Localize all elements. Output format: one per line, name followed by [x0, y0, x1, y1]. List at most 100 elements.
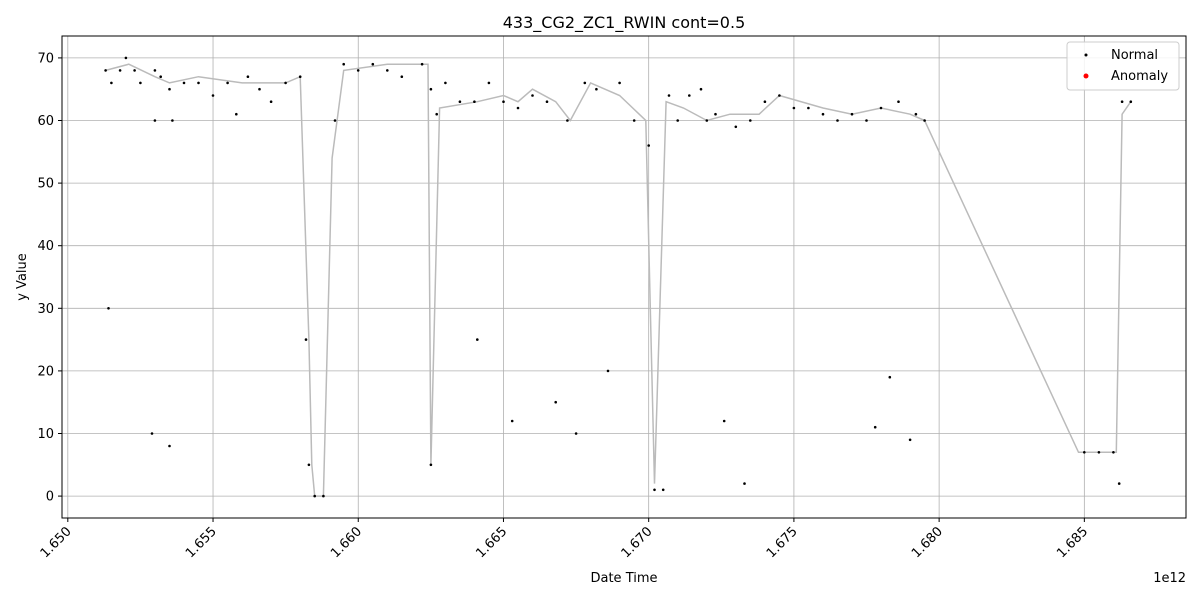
data-point: [313, 494, 317, 498]
data-point: [182, 81, 186, 85]
data-point: [444, 81, 447, 85]
scatter-point-layer: [104, 56, 1133, 498]
data-point: [435, 112, 439, 116]
data-point: [322, 494, 325, 498]
y-tick-label: 10: [37, 427, 54, 442]
data-point: [699, 87, 703, 91]
data-point: [371, 62, 375, 66]
data-point: [531, 94, 534, 97]
data-point: [226, 81, 229, 85]
data-point: [914, 112, 918, 116]
data-point: [705, 119, 709, 122]
data-point: [1097, 451, 1101, 454]
data-point: [104, 69, 107, 72]
legend: Normal Anomaly: [1066, 41, 1180, 91]
y-tick-label: 60: [37, 114, 54, 129]
data-point: [1117, 482, 1121, 485]
data-point: [595, 87, 598, 91]
x-axis-label: Date Time: [590, 571, 657, 586]
y-tick-label: 0: [46, 490, 54, 505]
data-point: [333, 119, 337, 122]
data-point: [307, 463, 311, 467]
data-point: [778, 94, 781, 97]
data-point: [246, 75, 250, 78]
plot-frame: [61, 35, 1187, 519]
legend-label-normal: Normal: [1111, 48, 1158, 63]
data-point: [574, 432, 578, 435]
data-point: [150, 432, 154, 435]
y-tick-label: 30: [37, 302, 54, 317]
data-point: [606, 369, 610, 373]
data-point: [734, 125, 738, 129]
chart-title: 433_CG2_ZC1_RWIN cont=0.5: [503, 13, 746, 33]
data-point: [298, 75, 302, 78]
data-point: [342, 62, 346, 66]
data-point: [888, 375, 892, 379]
data-point: [133, 69, 136, 72]
data-point: [269, 100, 273, 103]
data-point: [420, 62, 424, 66]
data-point: [714, 112, 717, 116]
y-axis-label: y Value: [15, 253, 30, 301]
data-point: [168, 444, 171, 448]
data-point: [743, 482, 746, 485]
data-point: [153, 69, 157, 72]
data-point: [211, 94, 215, 97]
data-point: [821, 112, 825, 116]
data-point: [1112, 451, 1115, 454]
data-point: [908, 438, 912, 442]
data-point: [873, 425, 877, 429]
y-axis-ticks: 0 10 20 30 40 50 60 70: [37, 51, 62, 505]
data-point: [554, 400, 557, 404]
data-point: [502, 100, 505, 103]
data-point: [139, 81, 142, 85]
data-point: [510, 419, 514, 423]
data-point: [516, 106, 520, 110]
data-point: [284, 81, 287, 85]
data-point: [487, 81, 491, 85]
legend-marker-normal: [1084, 53, 1088, 57]
data-point: [676, 119, 679, 122]
data-point: [749, 119, 752, 122]
data-point: [850, 112, 854, 116]
data-point: [386, 69, 389, 72]
data-point: [235, 112, 238, 116]
data-point: [197, 81, 200, 85]
data-point: [583, 81, 587, 85]
legend-marker-anomaly: [1083, 73, 1089, 79]
data-point: [647, 144, 650, 147]
data-point: [124, 56, 128, 60]
data-point: [304, 338, 308, 341]
data-point: [879, 106, 883, 110]
data-point: [429, 87, 433, 91]
data-point: [566, 119, 569, 122]
data-point: [1129, 100, 1133, 103]
data-point: [618, 81, 621, 85]
data-point: [865, 119, 868, 122]
data-point: [400, 75, 404, 78]
data-point: [473, 100, 476, 103]
y-tick-label: 20: [37, 364, 54, 379]
data-point: [923, 119, 926, 122]
data-point: [1120, 100, 1124, 103]
data-point: [356, 69, 360, 72]
data-point: [722, 419, 726, 423]
data-point: [632, 119, 636, 122]
y-tick-label: 70: [37, 51, 54, 66]
data-point: [153, 119, 157, 122]
y-tick-label: 50: [37, 177, 54, 192]
data-point: [118, 69, 122, 72]
x-axis-offset-label: 1e12: [1153, 571, 1186, 586]
legend-label-anomaly: Anomaly: [1111, 69, 1168, 84]
data-point: [458, 100, 462, 103]
data-point: [258, 87, 261, 91]
legend-box: [1066, 41, 1180, 91]
data-point: [110, 81, 113, 85]
data-point: [545, 100, 549, 103]
data-point: [107, 307, 110, 310]
data-point: [763, 100, 767, 103]
data-point: [653, 488, 656, 492]
data-point: [159, 75, 162, 78]
data-point: [807, 106, 810, 110]
